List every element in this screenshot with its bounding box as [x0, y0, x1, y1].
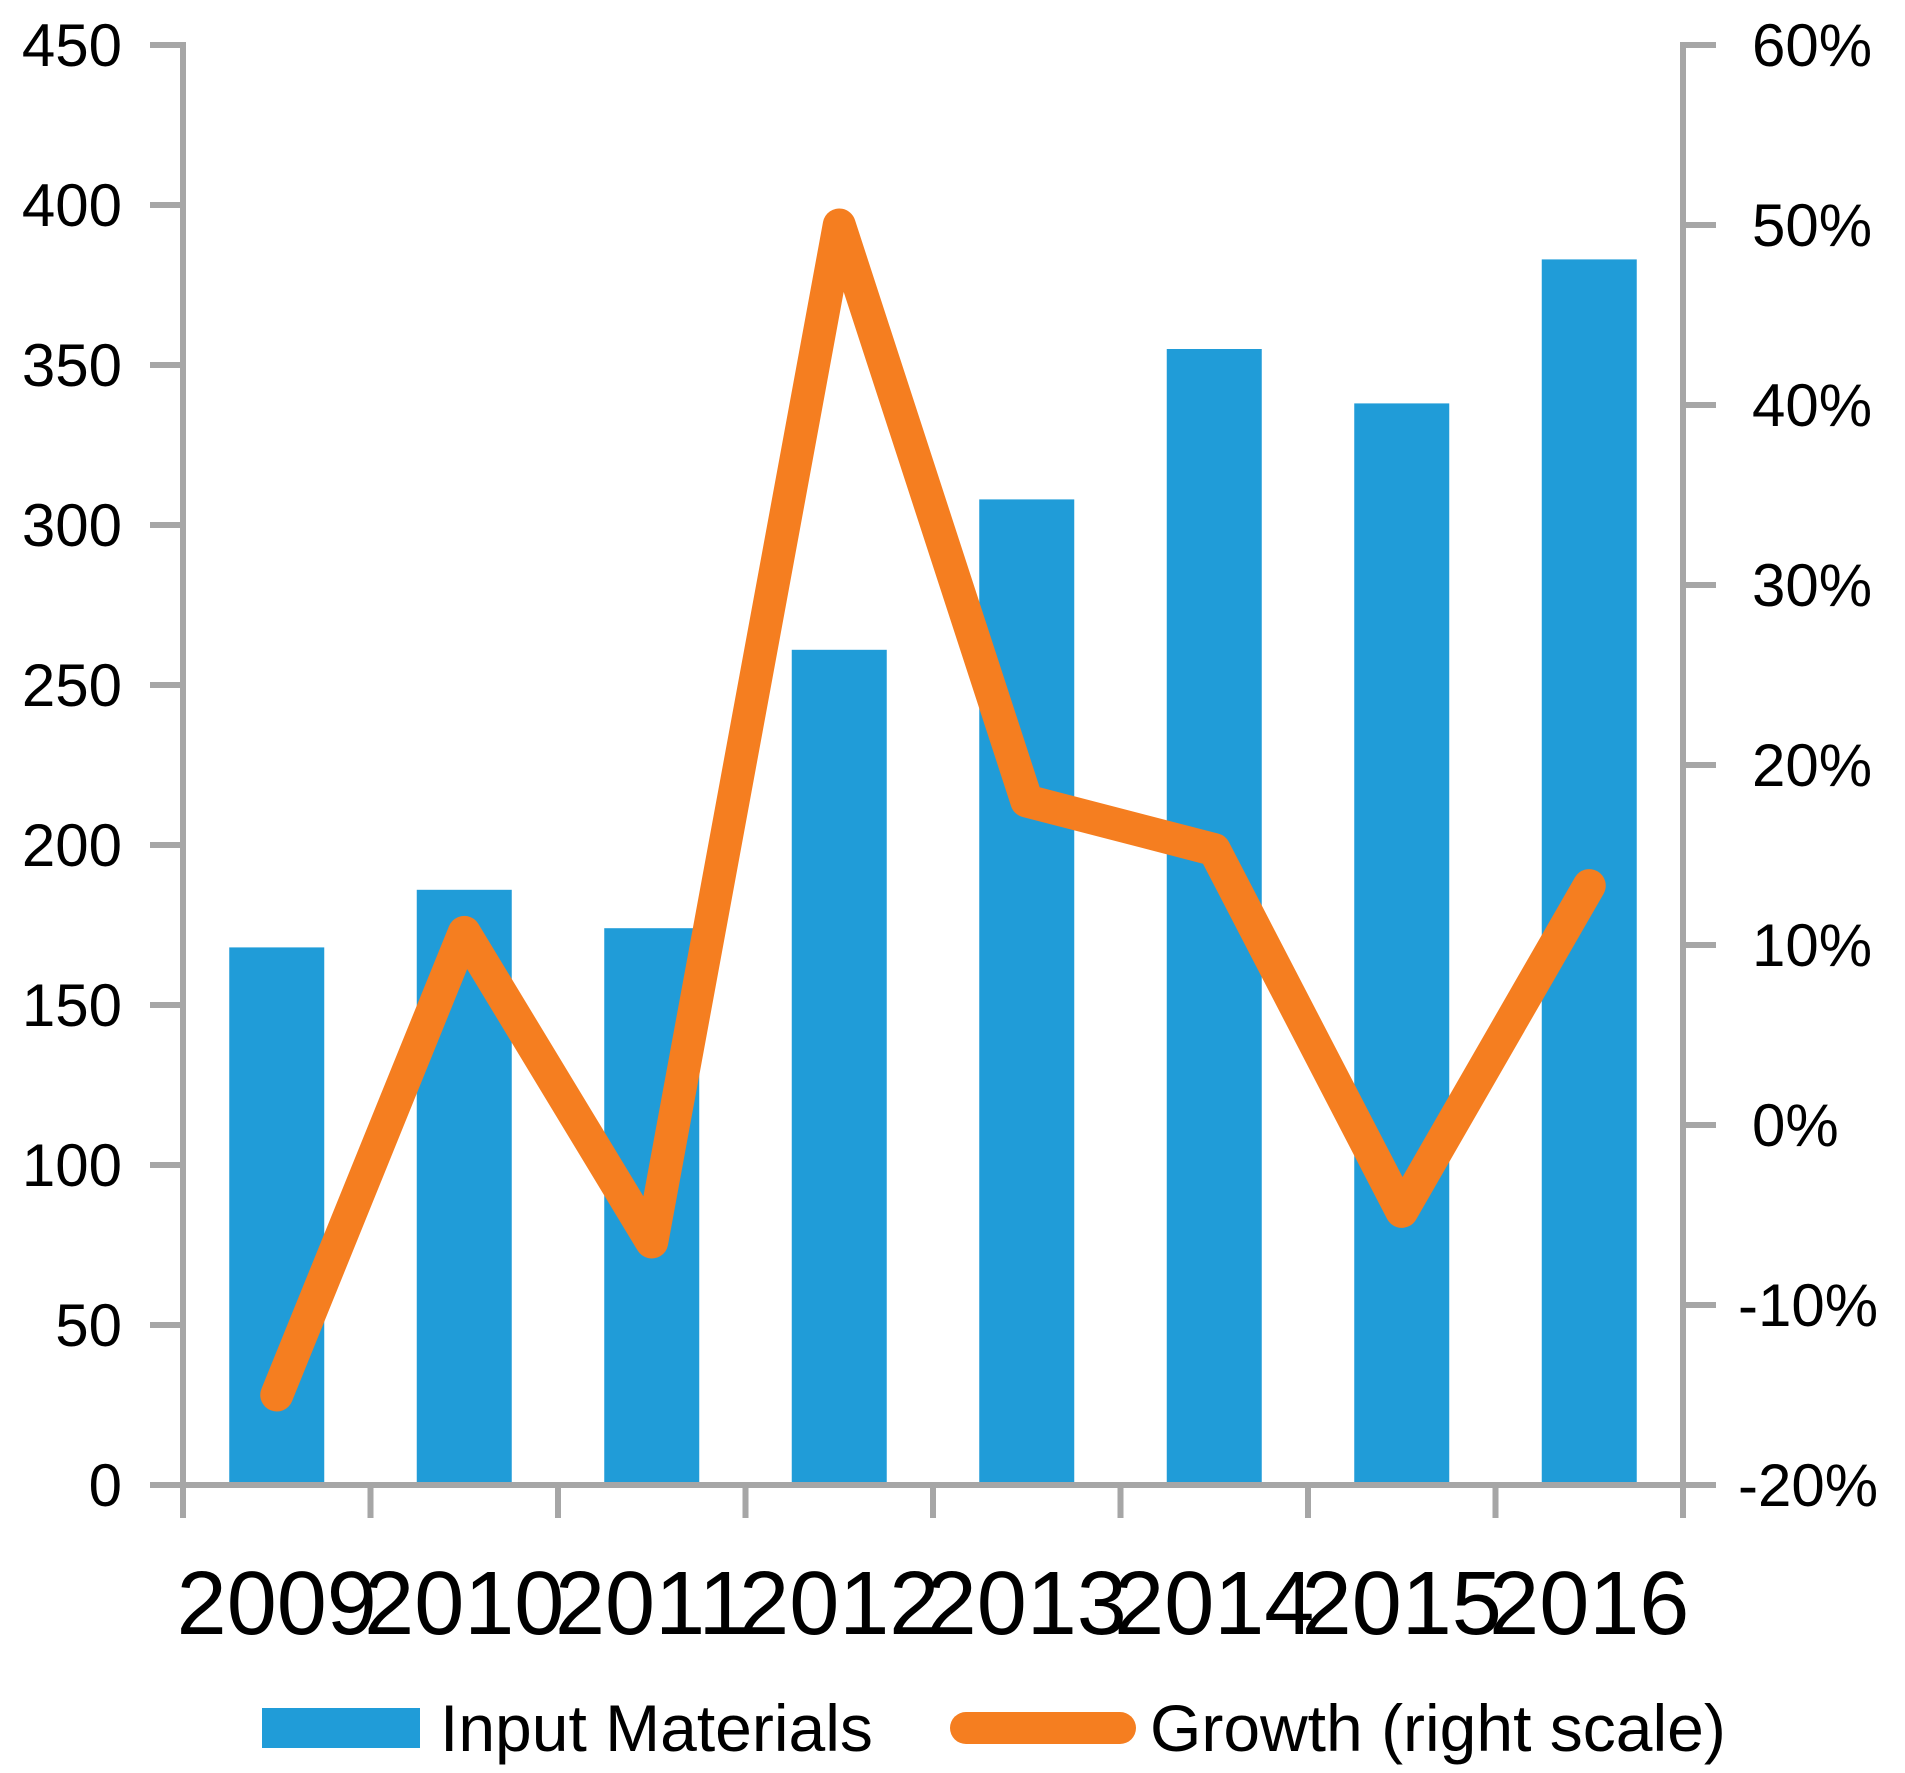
y-axis-left-label-100: 100: [22, 1132, 122, 1199]
bar-2012: [791, 649, 887, 1485]
bar-series-swatch: [262, 1708, 420, 1748]
y-axis-right-label-20%: 20%: [1752, 732, 1872, 799]
legend-label-growth: Growth (right scale): [1150, 1691, 1726, 1765]
chart-legend: Input Materials Growth (right scale): [0, 1688, 1905, 1768]
y-axis-left-label-450: 450: [22, 12, 122, 79]
y-axis-left-label-150: 150: [22, 972, 122, 1039]
y-axis-left-label-0: 0: [89, 1452, 122, 1519]
x-axis-label-2014: 2014: [1114, 1554, 1314, 1654]
combo-chart: 450 400 350 300 250 200 150 100 50 0 60% 50% 40% 30% 2…: [22, 12, 1878, 1654]
x-axis-label-2012: 2012: [739, 1554, 939, 1654]
y-axis-left-label-50: 50: [55, 1292, 122, 1359]
growth-line: [260, 208, 1606, 1412]
x-axis-label-2010: 2010: [364, 1554, 564, 1654]
y-axis-left-label-300: 300: [22, 492, 122, 559]
x-axis-label-2016: 2016: [1489, 1554, 1689, 1654]
y-axis-right-label-10%: 10%: [1752, 912, 1872, 979]
x-axis-label-2015: 2015: [1302, 1554, 1502, 1654]
line-series-swatch: [950, 1712, 1136, 1744]
y-axis-right-label-40%: 40%: [1752, 372, 1872, 439]
x-axis-label-2013: 2013: [927, 1554, 1127, 1654]
x-axis-label-2009: 2009: [177, 1554, 377, 1654]
y-axis-right-label--20%: -20%: [1738, 1452, 1878, 1519]
y-axis-left-label-400: 400: [22, 172, 122, 239]
y-axis-right-label-50%: 50%: [1752, 192, 1872, 259]
legend-label-input-materials: Input Materials: [440, 1691, 873, 1765]
legend-item-input-materials: Input Materials: [262, 1688, 873, 1768]
legend-item-growth: Growth (right scale): [950, 1688, 1726, 1768]
y-axis-left-label-250: 250: [22, 652, 122, 719]
y-axis-right-label--10%: -10%: [1738, 1272, 1878, 1339]
y-axis-right-label-0%: 0%: [1752, 1092, 1839, 1159]
x-axis-label-2011: 2011: [555, 1554, 749, 1654]
y-axis-right-label-30%: 30%: [1752, 552, 1872, 619]
y-axis-right-label-60%: 60%: [1752, 12, 1872, 79]
bar-2015: [1354, 403, 1450, 1485]
y-axis-left-label-200: 200: [22, 812, 122, 879]
y-axis-left-label-350: 350: [22, 332, 122, 399]
